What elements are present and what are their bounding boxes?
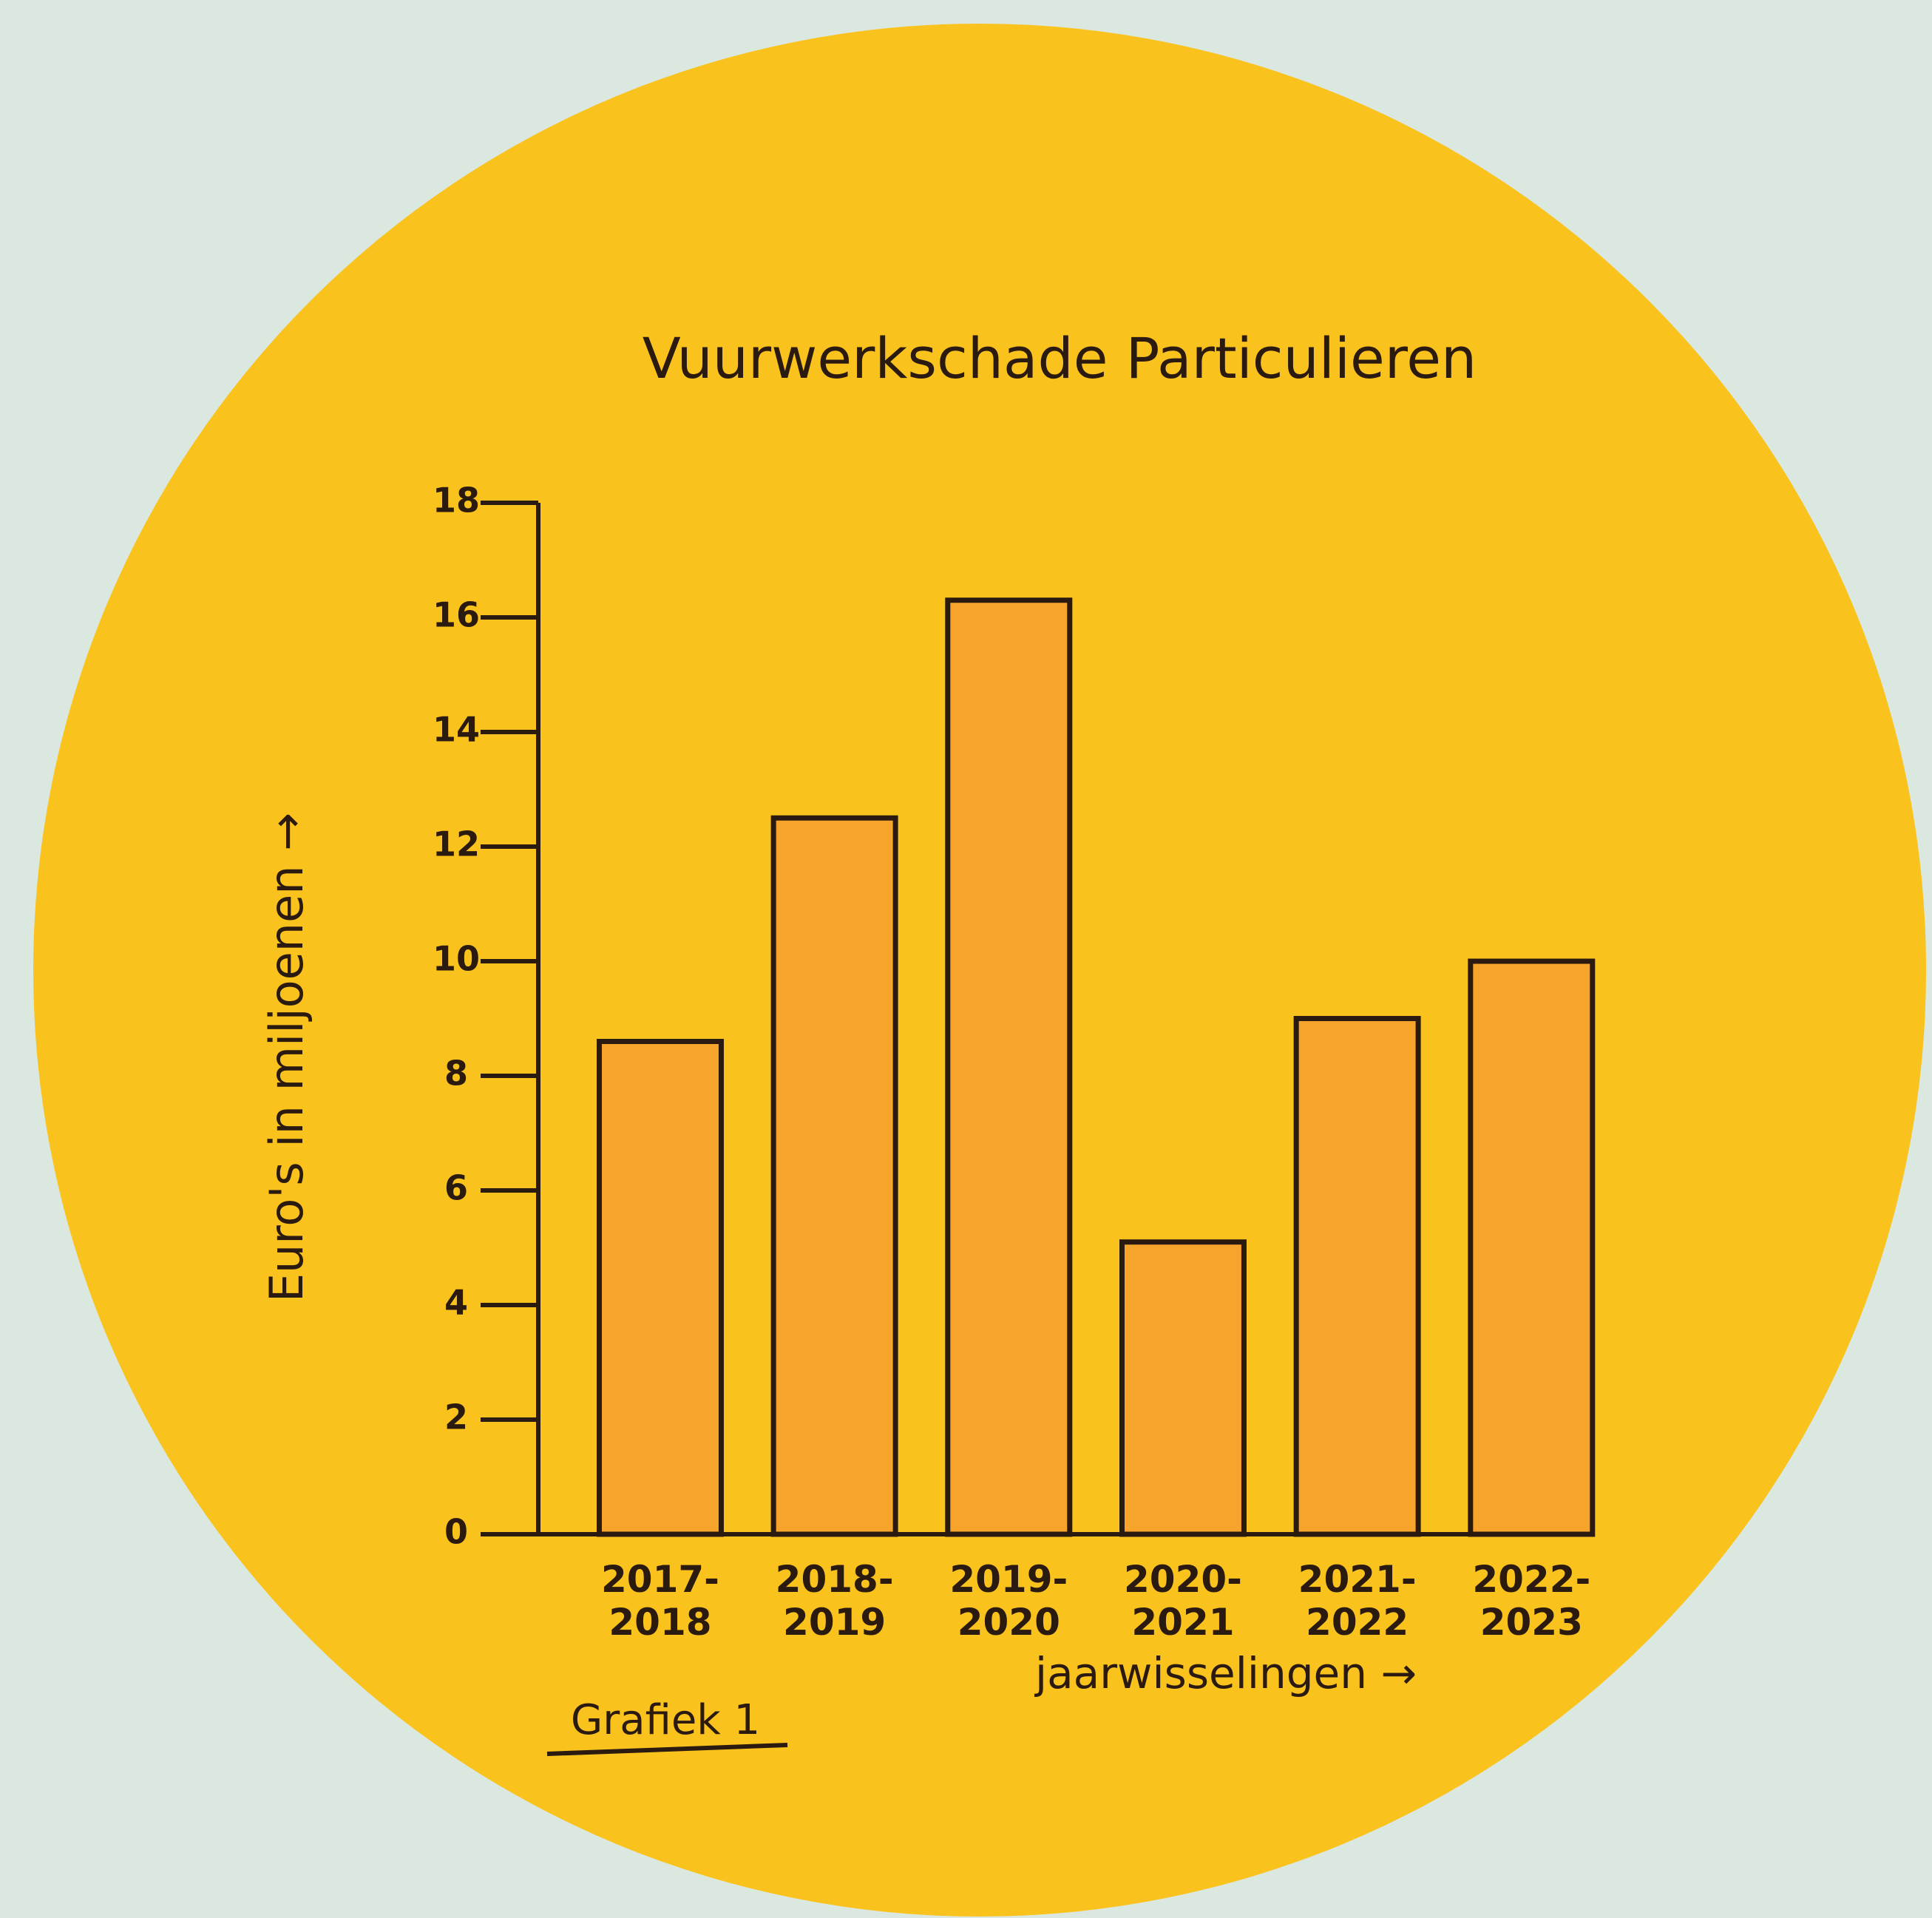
y-tick-label: 6: [444, 1168, 468, 1208]
x-tick-label: 2017- 2018: [600, 1558, 719, 1644]
x-tick-label: 2018- 2019: [775, 1558, 894, 1644]
y-tick-label: 4: [444, 1283, 468, 1323]
y-tick-label: 2: [444, 1397, 468, 1437]
y-tick-label: 12: [433, 824, 480, 864]
x-tick-label: 2022- 2023: [1472, 1558, 1591, 1644]
chart-title: Vuurwerkschade Particulieren: [643, 325, 1477, 391]
bar: [770, 815, 898, 1537]
bar: [596, 1039, 724, 1537]
bar: [1468, 958, 1596, 1537]
y-tick-label: 8: [444, 1054, 468, 1094]
x-tick-label: 2019- 2020: [949, 1558, 1068, 1644]
bar: [945, 597, 1073, 1537]
y-tick-label: 10: [433, 939, 480, 979]
x-tick-label: 2021- 2022: [1298, 1558, 1417, 1644]
x-tick-label: 2020- 2021: [1123, 1558, 1242, 1644]
y-tick-label: 16: [433, 595, 480, 635]
y-tick-label: 0: [444, 1512, 468, 1552]
y-axis-label: Euro's in miljoenen →: [260, 813, 313, 1302]
caption: Grafiek 1: [571, 1696, 760, 1744]
caption-underline: [546, 1743, 788, 1756]
y-tick-label: 14: [433, 710, 480, 750]
y-tick-label: 18: [433, 481, 480, 521]
x-axis-label: jaarwisselingen →: [1034, 1648, 1417, 1698]
bar: [1119, 1239, 1247, 1537]
bar: [1293, 1016, 1421, 1537]
